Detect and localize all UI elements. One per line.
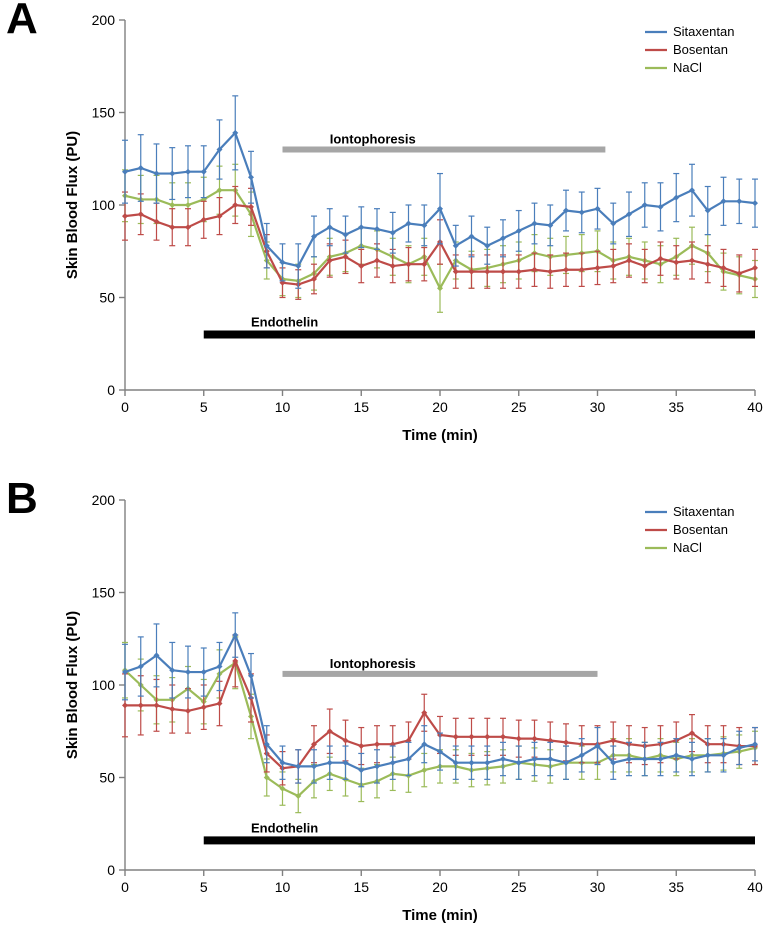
svg-text:Skin Blood Flux (PU): Skin Blood Flux (PU) <box>64 131 81 279</box>
svg-text:10: 10 <box>275 399 291 415</box>
svg-text:Endothelin: Endothelin <box>251 820 318 835</box>
svg-text:30: 30 <box>590 879 606 895</box>
svg-text:5: 5 <box>200 399 208 415</box>
svg-text:150: 150 <box>92 105 116 121</box>
svg-text:Bosentan: Bosentan <box>673 42 728 57</box>
panel-b-chart: 0 50 100 150 200 0 5 10 15 20 25 30 35 40 Time (min) Sk… <box>55 480 775 950</box>
svg-text:100: 100 <box>92 197 116 213</box>
svg-text:Time (min): Time (min) <box>402 427 478 444</box>
svg-text:35: 35 <box>668 879 684 895</box>
svg-text:Iontophoresis: Iontophoresis <box>330 132 416 147</box>
panel-a-label: A <box>6 0 38 44</box>
svg-text:25: 25 <box>511 399 527 415</box>
svg-text:20: 20 <box>432 879 448 895</box>
svg-text:200: 200 <box>92 12 116 28</box>
svg-text:5: 5 <box>200 879 208 895</box>
svg-text:Iontophoresis: Iontophoresis <box>330 656 416 671</box>
svg-text:40: 40 <box>747 879 763 895</box>
svg-text:100: 100 <box>92 677 116 693</box>
svg-text:20: 20 <box>432 399 448 415</box>
svg-text:Skin Blood Flux (PU): Skin Blood Flux (PU) <box>64 611 81 759</box>
svg-text:Bosentan: Bosentan <box>673 522 728 537</box>
svg-text:35: 35 <box>668 399 684 415</box>
svg-text:150: 150 <box>92 585 116 601</box>
panel-a-chart: 0 50 100 150 200 0 5 10 15 20 25 30 35 40 Time (min) Sk… <box>55 0 775 470</box>
svg-text:15: 15 <box>353 399 369 415</box>
svg-text:NaCl: NaCl <box>673 60 702 75</box>
svg-text:40: 40 <box>747 399 763 415</box>
svg-text:0: 0 <box>107 382 115 398</box>
svg-text:Sitaxentan: Sitaxentan <box>673 504 734 519</box>
svg-text:30: 30 <box>590 399 606 415</box>
svg-text:50: 50 <box>99 770 115 786</box>
svg-text:0: 0 <box>121 879 129 895</box>
svg-text:Sitaxentan: Sitaxentan <box>673 24 734 39</box>
svg-text:Endothelin: Endothelin <box>251 315 318 330</box>
svg-text:Time (min): Time (min) <box>402 907 478 924</box>
svg-text:10: 10 <box>275 879 291 895</box>
svg-text:50: 50 <box>99 290 115 306</box>
svg-text:200: 200 <box>92 492 116 508</box>
svg-text:25: 25 <box>511 879 527 895</box>
panel-b-label: B <box>6 474 38 524</box>
svg-text:15: 15 <box>353 879 369 895</box>
svg-text:0: 0 <box>107 862 115 878</box>
svg-text:0: 0 <box>121 399 129 415</box>
svg-text:NaCl: NaCl <box>673 540 702 555</box>
